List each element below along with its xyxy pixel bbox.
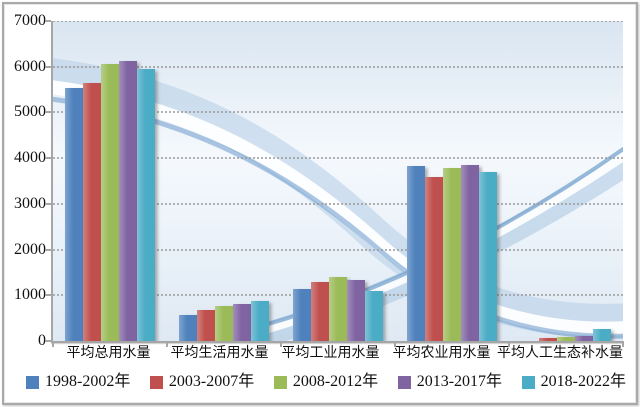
bar — [539, 337, 557, 341]
bar — [137, 69, 155, 341]
y-tick-mark — [45, 65, 51, 68]
legend-item-3: 2008-2012年 — [273, 373, 379, 391]
bar-group-4 — [395, 21, 509, 341]
bar — [329, 276, 347, 341]
bar — [65, 88, 83, 341]
legend-marker-icon — [521, 375, 535, 389]
x-axis-line — [51, 341, 623, 343]
legend-label: 2003-2007年 — [168, 373, 255, 390]
y-tick-label-3000: 3000 — [14, 194, 46, 212]
legend-item-2: 2003-2007年 — [149, 373, 255, 391]
bar — [233, 304, 251, 341]
bar — [311, 282, 329, 341]
bar — [215, 306, 233, 341]
bar — [101, 64, 119, 341]
legend-item-4: 2013-2017年 — [397, 373, 503, 391]
x-category-label-3: 平均工业用水量 — [281, 346, 380, 361]
y-tick-label-2000: 2000 — [14, 240, 46, 258]
gridline-7000 — [53, 21, 623, 22]
bar-group-3 — [281, 21, 395, 341]
y-tick-mark — [45, 20, 51, 22]
y-tick-label-0: 0 — [38, 332, 46, 349]
bar-group-2 — [167, 21, 281, 341]
bar-groups — [53, 21, 623, 341]
y-tick-label-7000: 7000 — [14, 12, 46, 29]
bar — [557, 336, 575, 341]
legend-marker-icon — [397, 375, 411, 389]
x-axis-labels: 平均总用水量 平均生活用水量 平均工业用水量 平均农业用水量 平均人工生态补水量 — [53, 346, 624, 364]
bar — [425, 177, 443, 341]
y-tick-mark — [45, 340, 51, 342]
gridline-2000 — [53, 248, 623, 251]
bar — [197, 309, 215, 341]
bar-group-5 — [509, 21, 623, 341]
y-tick-label-5000: 5000 — [14, 103, 46, 121]
x-tick-mark — [394, 341, 396, 347]
legend-label: 2008-2012年 — [292, 373, 379, 390]
legend-label: 2013-2017年 — [416, 373, 503, 390]
bar — [575, 335, 593, 341]
bar — [251, 300, 269, 341]
x-tick-mark — [280, 341, 282, 347]
y-tick-mark — [45, 157, 51, 160]
bar — [119, 61, 137, 341]
bar — [593, 329, 611, 341]
bar-group-1 — [53, 21, 167, 341]
bar — [347, 280, 365, 341]
bar — [179, 314, 197, 341]
legend-marker-icon — [149, 375, 163, 389]
legend-label: 2018-2022年 — [540, 373, 626, 390]
legend-marker-icon — [26, 375, 39, 389]
y-tick-label-1000: 1000 — [14, 286, 46, 304]
y-tick-mark — [45, 248, 51, 251]
x-category-label-4: 平均农业用水量 — [392, 346, 491, 361]
y-axis-line — [51, 21, 53, 343]
bar — [293, 288, 311, 341]
legend-item-5: 2018-2022年 — [521, 373, 626, 391]
y-tick-label-6000: 6000 — [14, 57, 46, 75]
x-category-label-5: 平均人工生态补水量 — [497, 346, 623, 361]
plot-area — [53, 21, 623, 341]
y-tick-mark — [45, 294, 51, 297]
gridline-4000 — [53, 157, 623, 160]
x-tick-mark — [52, 341, 54, 347]
legend-label: 1998-2002年 — [45, 373, 131, 390]
x-tick-mark — [508, 341, 510, 347]
y-tick-mark — [45, 111, 51, 114]
bar — [461, 164, 479, 341]
x-tick-mark — [166, 341, 168, 347]
legend-item-1: 1998-2002年 — [26, 373, 130, 391]
bar — [479, 171, 497, 341]
bar — [365, 290, 383, 341]
x-category-label-1: 平均总用水量 — [66, 346, 151, 361]
gridline-3000 — [53, 202, 623, 205]
x-category-label-2: 平均生活用水量 — [170, 346, 269, 361]
gridline-6000 — [53, 65, 623, 68]
y-tick-label-4000: 4000 — [14, 149, 46, 167]
legend: 1998-2002年 2003-2007年 2008-2012年 2013-2017年… — [26, 371, 626, 393]
legend-marker-icon — [273, 375, 287, 389]
bar — [407, 165, 425, 341]
gridline-5000 — [53, 111, 623, 114]
bar — [443, 168, 461, 341]
y-tick-mark — [45, 202, 51, 205]
x-tick-mark — [622, 341, 624, 347]
bar — [83, 83, 101, 341]
